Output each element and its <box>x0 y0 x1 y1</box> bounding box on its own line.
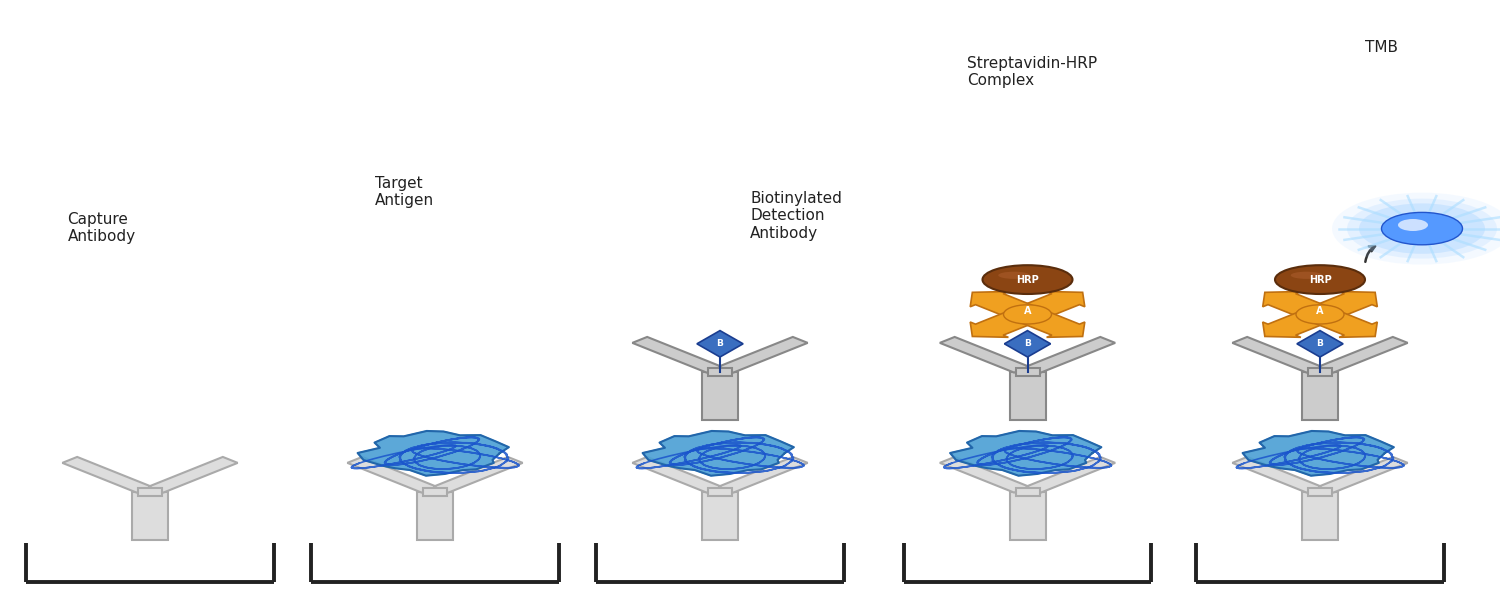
Polygon shape <box>1233 457 1322 493</box>
Text: A: A <box>1023 307 1032 316</box>
Bar <box>1308 368 1332 376</box>
Text: Biotinylated
Detection
Antibody: Biotinylated Detection Antibody <box>750 191 842 241</box>
Text: B: B <box>1024 338 1030 347</box>
FancyArrow shape <box>1014 292 1084 320</box>
Bar <box>417 492 453 540</box>
FancyArrow shape <box>970 292 1041 320</box>
Ellipse shape <box>999 272 1029 279</box>
Polygon shape <box>1298 331 1342 357</box>
FancyArrow shape <box>1306 309 1377 337</box>
FancyArrow shape <box>1306 292 1377 320</box>
Bar <box>702 372 738 420</box>
Bar <box>1010 372 1046 420</box>
Ellipse shape <box>1290 272 1323 279</box>
Polygon shape <box>940 457 1029 493</box>
Polygon shape <box>718 457 807 493</box>
Text: B: B <box>1317 339 1323 348</box>
FancyArrow shape <box>1014 309 1084 337</box>
Bar <box>702 492 738 540</box>
Circle shape <box>1347 199 1497 259</box>
Polygon shape <box>1242 431 1394 476</box>
Polygon shape <box>950 431 1101 476</box>
Text: Streptavidin-HRP
Complex: Streptavidin-HRP Complex <box>968 56 1098 88</box>
FancyArrow shape <box>1263 309 1334 337</box>
Text: B: B <box>1317 338 1323 347</box>
Bar <box>708 488 732 496</box>
Polygon shape <box>348 457 436 493</box>
Polygon shape <box>1005 331 1050 357</box>
Polygon shape <box>63 457 152 493</box>
Polygon shape <box>698 331 742 357</box>
Ellipse shape <box>1275 265 1365 294</box>
Polygon shape <box>633 337 722 373</box>
Circle shape <box>1004 305 1052 324</box>
Polygon shape <box>1318 337 1407 373</box>
Bar <box>1016 368 1040 376</box>
Text: HRP: HRP <box>1016 275 1040 284</box>
Polygon shape <box>433 457 522 493</box>
Bar <box>1010 492 1046 540</box>
Circle shape <box>1332 193 1500 265</box>
Circle shape <box>1296 305 1344 324</box>
Polygon shape <box>940 337 1029 373</box>
Polygon shape <box>1233 337 1322 373</box>
Bar <box>1302 372 1338 420</box>
Text: Capture
Antibody: Capture Antibody <box>68 212 135 244</box>
Polygon shape <box>1026 337 1114 373</box>
Text: B: B <box>717 339 723 348</box>
Bar <box>1302 492 1338 540</box>
Polygon shape <box>642 431 794 476</box>
Bar <box>132 492 168 540</box>
Text: Target
Antigen: Target Antigen <box>375 176 434 208</box>
Bar <box>423 488 447 496</box>
Circle shape <box>1382 212 1462 245</box>
Polygon shape <box>357 431 509 476</box>
Circle shape <box>1398 219 1428 231</box>
Polygon shape <box>718 337 807 373</box>
Text: B: B <box>1024 339 1030 348</box>
Circle shape <box>1359 203 1485 254</box>
Bar <box>138 488 162 496</box>
FancyArrow shape <box>970 309 1041 337</box>
Bar <box>1016 488 1040 496</box>
Text: TMB: TMB <box>1365 40 1398 55</box>
Polygon shape <box>1026 457 1114 493</box>
FancyArrow shape <box>1263 292 1334 320</box>
Text: A: A <box>1317 307 1323 316</box>
Bar <box>708 368 732 376</box>
Polygon shape <box>148 457 237 493</box>
Bar <box>1308 488 1332 496</box>
Polygon shape <box>1318 457 1407 493</box>
Ellipse shape <box>982 265 1072 294</box>
Text: HRP: HRP <box>1308 275 1332 284</box>
Polygon shape <box>633 457 722 493</box>
